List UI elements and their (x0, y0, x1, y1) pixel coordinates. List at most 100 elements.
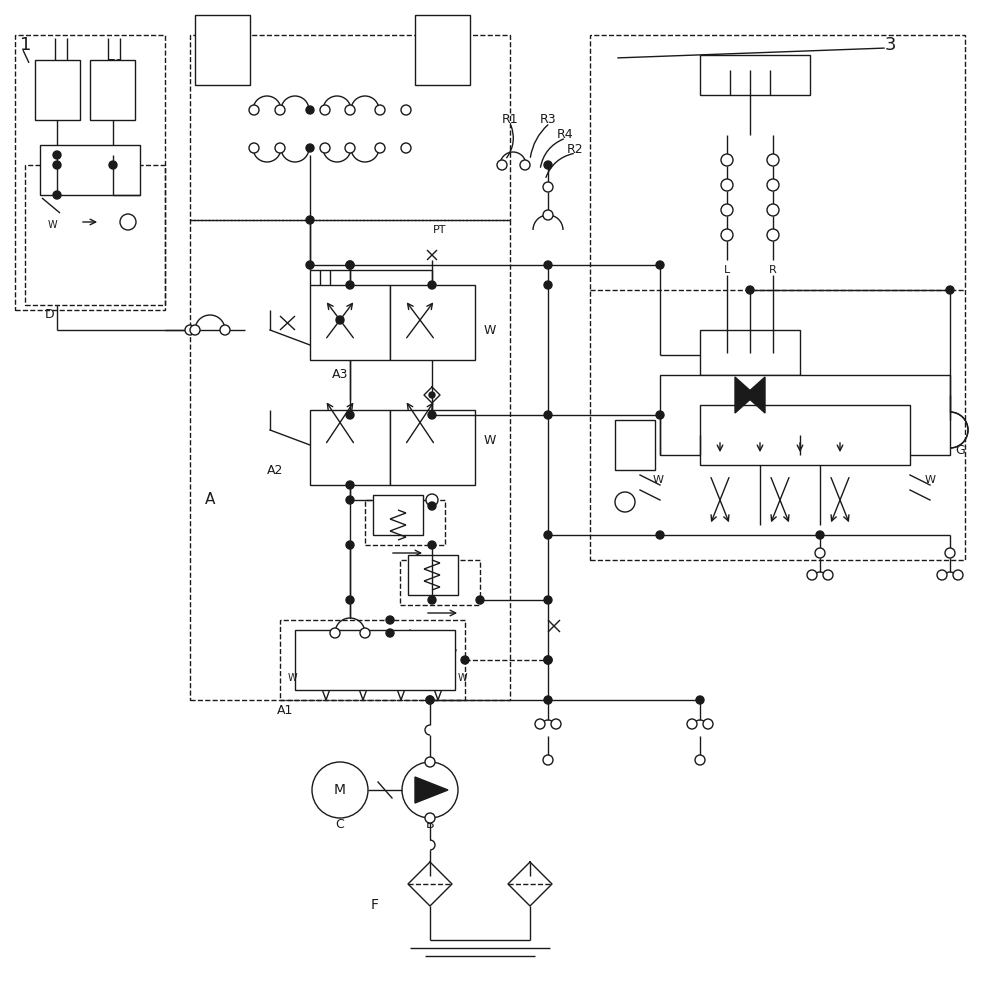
Circle shape (426, 696, 434, 704)
Circle shape (402, 762, 458, 818)
Circle shape (544, 656, 552, 664)
Circle shape (428, 596, 436, 604)
Bar (280, 620, 465, 700)
Circle shape (220, 325, 230, 335)
Circle shape (946, 286, 954, 294)
Circle shape (656, 411, 664, 419)
Circle shape (185, 325, 195, 335)
Circle shape (386, 629, 394, 637)
Circle shape (249, 105, 259, 115)
Circle shape (767, 204, 779, 216)
Circle shape (544, 411, 552, 419)
Circle shape (461, 656, 469, 664)
Bar (190, 35, 510, 220)
Circle shape (386, 616, 394, 624)
Circle shape (767, 179, 779, 191)
Circle shape (375, 143, 385, 153)
Text: R: R (769, 265, 777, 275)
Text: W: W (484, 434, 496, 447)
Circle shape (543, 182, 553, 192)
Circle shape (535, 719, 545, 729)
Circle shape (53, 191, 61, 199)
Circle shape (615, 492, 635, 512)
Circle shape (544, 656, 552, 664)
Text: A3: A3 (332, 369, 348, 381)
Bar (40, 145, 140, 195)
Circle shape (306, 144, 314, 152)
Circle shape (345, 143, 355, 153)
Circle shape (429, 392, 435, 398)
Circle shape (551, 719, 561, 729)
Circle shape (53, 161, 61, 169)
Circle shape (346, 496, 354, 504)
Text: 3: 3 (885, 36, 896, 54)
Circle shape (336, 316, 344, 324)
Bar (373, 495, 423, 535)
Circle shape (721, 204, 733, 216)
Text: A2: A2 (267, 463, 283, 476)
Bar (195, 15, 250, 85)
Circle shape (346, 411, 354, 419)
Bar (700, 385, 800, 420)
Circle shape (275, 143, 285, 153)
Bar (90, 60, 135, 120)
Circle shape (543, 755, 553, 765)
Text: E1: E1 (106, 58, 124, 72)
Circle shape (428, 281, 436, 289)
Bar (700, 55, 810, 95)
Text: W: W (652, 475, 664, 485)
Circle shape (426, 494, 438, 506)
Circle shape (767, 154, 779, 166)
Circle shape (696, 696, 704, 704)
Circle shape (687, 719, 697, 729)
Bar (15, 35, 165, 310)
Text: W: W (457, 673, 467, 683)
Circle shape (428, 411, 436, 419)
Circle shape (120, 214, 136, 230)
Circle shape (190, 325, 200, 335)
Circle shape (476, 596, 484, 604)
Circle shape (53, 151, 61, 159)
Circle shape (708, 353, 792, 437)
Circle shape (953, 570, 963, 580)
Polygon shape (415, 777, 448, 803)
Circle shape (746, 286, 754, 294)
Text: M: M (334, 783, 346, 797)
Circle shape (426, 696, 434, 704)
Circle shape (656, 531, 664, 539)
Circle shape (360, 628, 370, 638)
Bar (390, 410, 475, 485)
Circle shape (695, 755, 705, 765)
Text: A1: A1 (277, 703, 293, 716)
Text: R1: R1 (502, 114, 518, 126)
Text: W: W (484, 323, 496, 337)
Circle shape (346, 261, 354, 269)
Bar (295, 630, 455, 690)
Circle shape (306, 261, 314, 269)
Bar (390, 285, 475, 360)
Text: B: B (426, 818, 434, 832)
Bar (700, 330, 800, 375)
Bar (590, 35, 965, 560)
Circle shape (428, 541, 436, 549)
Bar (365, 500, 445, 545)
Circle shape (823, 570, 833, 580)
Circle shape (807, 570, 817, 580)
Bar (35, 60, 80, 120)
Text: R2: R2 (567, 143, 583, 156)
Circle shape (721, 179, 733, 191)
Text: R4: R4 (557, 128, 573, 141)
Circle shape (945, 548, 955, 558)
Circle shape (703, 719, 713, 729)
Circle shape (815, 548, 825, 558)
Circle shape (721, 154, 733, 166)
Circle shape (543, 210, 553, 220)
Circle shape (346, 596, 354, 604)
Circle shape (425, 813, 435, 823)
Circle shape (375, 105, 385, 115)
Text: C: C (336, 818, 344, 832)
Circle shape (721, 229, 733, 241)
Polygon shape (735, 377, 755, 413)
Text: PT: PT (433, 225, 447, 235)
Circle shape (306, 216, 314, 224)
